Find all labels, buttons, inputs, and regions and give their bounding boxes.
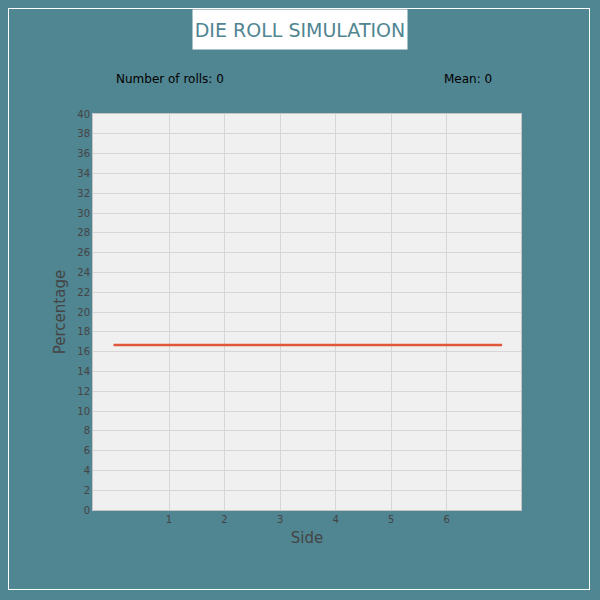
svg-text:5: 5 bbox=[388, 514, 394, 525]
svg-text:1: 1 bbox=[166, 514, 172, 525]
svg-text:4: 4 bbox=[84, 465, 90, 476]
svg-text:38: 38 bbox=[77, 128, 90, 139]
svg-text:22: 22 bbox=[77, 287, 90, 298]
svg-text:6: 6 bbox=[84, 445, 90, 456]
svg-text:24: 24 bbox=[77, 267, 90, 278]
svg-text:32: 32 bbox=[77, 188, 90, 199]
svg-text:16: 16 bbox=[77, 346, 90, 357]
svg-text:30: 30 bbox=[77, 208, 90, 219]
svg-text:20: 20 bbox=[77, 307, 90, 318]
svg-text:8: 8 bbox=[84, 425, 90, 436]
svg-text:Mean: 0: Mean: 0 bbox=[444, 72, 492, 86]
svg-text:(DIE ROLL SIMULATION): (DIE ROLL SIMULATION) bbox=[194, 19, 406, 41]
svg-text:6: 6 bbox=[443, 514, 449, 525]
svg-text:4: 4 bbox=[332, 514, 338, 525]
svg-text:36: 36 bbox=[77, 148, 90, 159]
svg-text:34: 34 bbox=[77, 168, 90, 179]
svg-text:18: 18 bbox=[77, 326, 90, 337]
svg-text:0: 0 bbox=[84, 505, 90, 516]
svg-text:12: 12 bbox=[77, 386, 90, 397]
svg-text:Percentage: Percentage bbox=[51, 270, 69, 354]
svg-text:26: 26 bbox=[77, 247, 90, 258]
svg-text:40: 40 bbox=[77, 109, 90, 120]
svg-text:Number of rolls: 0: Number of rolls: 0 bbox=[116, 72, 224, 86]
svg-text:3: 3 bbox=[277, 514, 283, 525]
svg-text:2: 2 bbox=[221, 514, 227, 525]
svg-text:28: 28 bbox=[77, 227, 90, 238]
svg-text:10: 10 bbox=[77, 406, 90, 417]
svg-text:2: 2 bbox=[84, 485, 90, 496]
svg-text:14: 14 bbox=[77, 366, 90, 377]
svg-text:Side: Side bbox=[291, 529, 323, 547]
